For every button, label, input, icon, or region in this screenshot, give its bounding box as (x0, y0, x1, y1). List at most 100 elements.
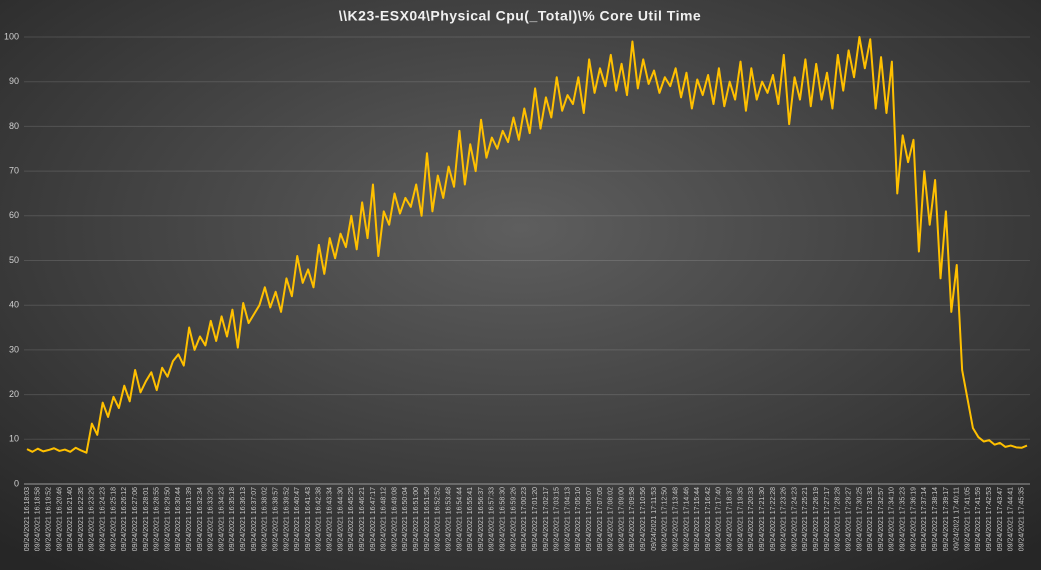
x-tick-label: 09/24/2021 16:41:43 (305, 487, 312, 551)
x-tick-label: 09/24/2021 16:28:55 (154, 487, 161, 551)
x-tick-label: 09/24/2021 16:21:40 (67, 487, 74, 551)
x-tick-label: 09/24/2021 16:18:03 (24, 487, 31, 551)
x-tick-label: 09/24/2021 17:14:46 (683, 487, 690, 551)
x-tick-label: 09/24/2021 16:40:47 (294, 487, 301, 551)
x-tick-label: 09/24/2021 16:27:06 (132, 487, 139, 551)
x-tick-label: 09/24/2021 17:10:56 (640, 487, 647, 551)
x-tick-label: 09/24/2021 16:42:38 (316, 487, 323, 551)
x-tick-label: 09/24/2021 17:06:07 (586, 487, 593, 551)
x-tick-label: 09/24/2021 17:39:17 (943, 487, 950, 551)
y-tick-label: 40 (9, 300, 19, 310)
x-tick-label: 09/24/2021 16:43:34 (327, 487, 334, 551)
x-tick-label: 09/24/2021 16:56:37 (478, 487, 485, 551)
x-tick-label: 09/24/2021 16:35:18 (229, 487, 236, 551)
y-tick-label: 50 (9, 255, 19, 265)
x-tick-label: 09/24/2021 17:19:35 (737, 487, 744, 551)
x-tick-label: 09/24/2021 17:41:05 (964, 487, 971, 551)
x-tick-label: 09/24/2021 17:23:26 (781, 487, 788, 551)
x-tick-label: 09/24/2021 17:15:44 (694, 487, 701, 551)
x-tick-label: 09/24/2021 17:29:27 (845, 487, 852, 551)
x-tick-label: 09/24/2021 17:04:13 (564, 487, 571, 551)
y-tick-label: 100 (4, 31, 19, 41)
x-tick-label: 09/24/2021 16:45:25 (348, 487, 355, 551)
x-tick-label: 09/24/2021 16:28:01 (143, 487, 150, 551)
x-tick-label: 09/24/2021 17:03:15 (554, 487, 561, 551)
y-tick-label: 70 (9, 165, 19, 175)
x-tick-label: 09/24/2021 16:47:17 (370, 487, 377, 551)
x-tick-label: 09/24/2021 16:51:00 (413, 487, 420, 551)
x-tick-label: 09/24/2021 16:38:02 (262, 487, 269, 551)
x-tick-label: 09/24/2021 17:25:21 (802, 487, 809, 551)
x-tick-label: 09/24/2021 17:12:50 (662, 487, 669, 551)
y-tick-label: 0 (14, 478, 19, 488)
x-tick-label: 09/24/2021 16:36:13 (240, 487, 247, 551)
x-tick-label: 09/24/2021 17:05:10 (575, 487, 582, 551)
y-tick-label: 10 (9, 434, 19, 444)
x-tick-label: 09/24/2021 17:28:28 (835, 487, 842, 551)
x-tick-label: 09/24/2021 16:18:58 (35, 487, 42, 551)
x-tick-label: 09/24/2021 17:41:59 (975, 487, 982, 551)
x-tick-label: 09/24/2021 16:39:52 (283, 487, 290, 551)
x-tick-label: 09/24/2021 16:23:29 (89, 487, 96, 551)
x-tick-label: 09/24/2021 16:33:29 (208, 487, 215, 551)
x-tick-label: 09/24/2021 17:32:57 (878, 487, 885, 551)
x-tick-label: 09/24/2021 16:26:12 (121, 487, 128, 551)
x-tick-label: 09/24/2021 17:38:14 (932, 487, 939, 551)
x-tick-label: 09/24/2021 17:36:19 (910, 487, 917, 551)
x-tick-label: 09/24/2021 17:18:37 (727, 487, 734, 551)
x-tick-label: 09/24/2021 17:09:58 (629, 487, 636, 551)
x-tick-label: 09/24/2021 16:55:41 (467, 487, 474, 551)
x-tick-label: 09/24/2021 17:07:05 (597, 487, 604, 551)
y-tick-label: 30 (9, 344, 19, 354)
x-tick-label: 09/24/2021 17:00:23 (521, 487, 528, 551)
y-tick-label: 60 (9, 210, 19, 220)
x-tick-label: 09/24/2021 16:20:46 (56, 487, 63, 551)
x-tick-label: 09/24/2021 17:44:41 (1008, 487, 1015, 551)
x-tick-label: 09/24/2021 16:37:07 (251, 487, 258, 551)
x-tick-label: 09/24/2021 16:29:50 (164, 487, 171, 551)
x-tick-label: 09/24/2021 16:38:57 (272, 487, 279, 551)
x-tick-label: 09/24/2021 16:50:04 (402, 487, 409, 551)
x-tick-label: 09/24/2021 17:27:17 (824, 487, 831, 551)
x-tick-label: 09/24/2021 16:34:23 (218, 487, 225, 551)
x-tick-label: 09/24/2021 16:24:23 (100, 487, 107, 551)
x-tick-label: 09/24/2021 17:11:53 (651, 487, 658, 551)
x-tick-label: 09/24/2021 16:51:56 (424, 487, 431, 551)
x-tick-label: 09/24/2021 17:31:33 (867, 487, 874, 551)
y-tick-label: 90 (9, 76, 19, 86)
x-tick-label: 09/24/2021 17:40:11 (954, 487, 961, 551)
x-tick-label: 09/24/2021 17:24:23 (791, 487, 798, 551)
chart-title: \\K23-ESX04\Physical Cpu(_Total)\% Core … (339, 8, 701, 24)
x-tick-label: 09/24/2021 17:45:35 (1018, 487, 1025, 551)
x-tick-label: 09/24/2021 17:22:28 (770, 487, 777, 551)
x-tick-label: 09/24/2021 17:01:20 (532, 487, 539, 551)
x-tick-label: 09/24/2021 17:16:42 (705, 487, 712, 551)
x-tick-label: 09/24/2021 16:49:08 (391, 487, 398, 551)
x-tick-label: 09/24/2021 17:35:23 (900, 487, 907, 551)
x-tick-label: 09/24/2021 16:31:39 (186, 487, 193, 551)
x-tick-label: 09/24/2021 16:25:18 (110, 487, 117, 551)
x-tick-label: 09/24/2021 16:53:48 (445, 487, 452, 551)
x-tick-label: 09/24/2021 17:26:19 (813, 487, 820, 551)
x-tick-label: 09/24/2021 16:54:44 (456, 487, 463, 551)
x-tick-label: 09/24/2021 17:43:47 (997, 487, 1004, 551)
x-tick-label: 09/24/2021 16:30:44 (175, 487, 182, 551)
x-tick-label: 09/24/2021 17:17:40 (716, 487, 723, 551)
x-tick-label: 09/24/2021 16:58:30 (500, 487, 507, 551)
x-tick-label: 09/24/2021 16:22:35 (78, 487, 85, 551)
x-tick-label: 09/24/2021 16:19:52 (45, 487, 52, 551)
x-tick-label: 09/24/2021 16:44:30 (337, 487, 344, 551)
x-tick-label: 09/24/2021 17:37:14 (921, 487, 928, 551)
x-tick-label: 09/24/2021 17:20:33 (748, 487, 755, 551)
y-tick-label: 20 (9, 389, 19, 399)
data-line (26, 36, 1028, 454)
x-tick-label: 09/24/2021 17:02:17 (543, 487, 550, 551)
x-tick-label: 09/24/2021 17:09:00 (618, 487, 625, 551)
x-tick-label: 09/24/2021 16:59:26 (510, 487, 517, 551)
x-tick-label: 09/24/2021 16:57:33 (489, 487, 496, 551)
x-tick-label: 09/24/2021 17:13:48 (672, 487, 679, 551)
x-tick-label: 09/24/2021 17:34:10 (889, 487, 896, 551)
x-tick-label: 09/24/2021 16:48:12 (381, 487, 388, 551)
